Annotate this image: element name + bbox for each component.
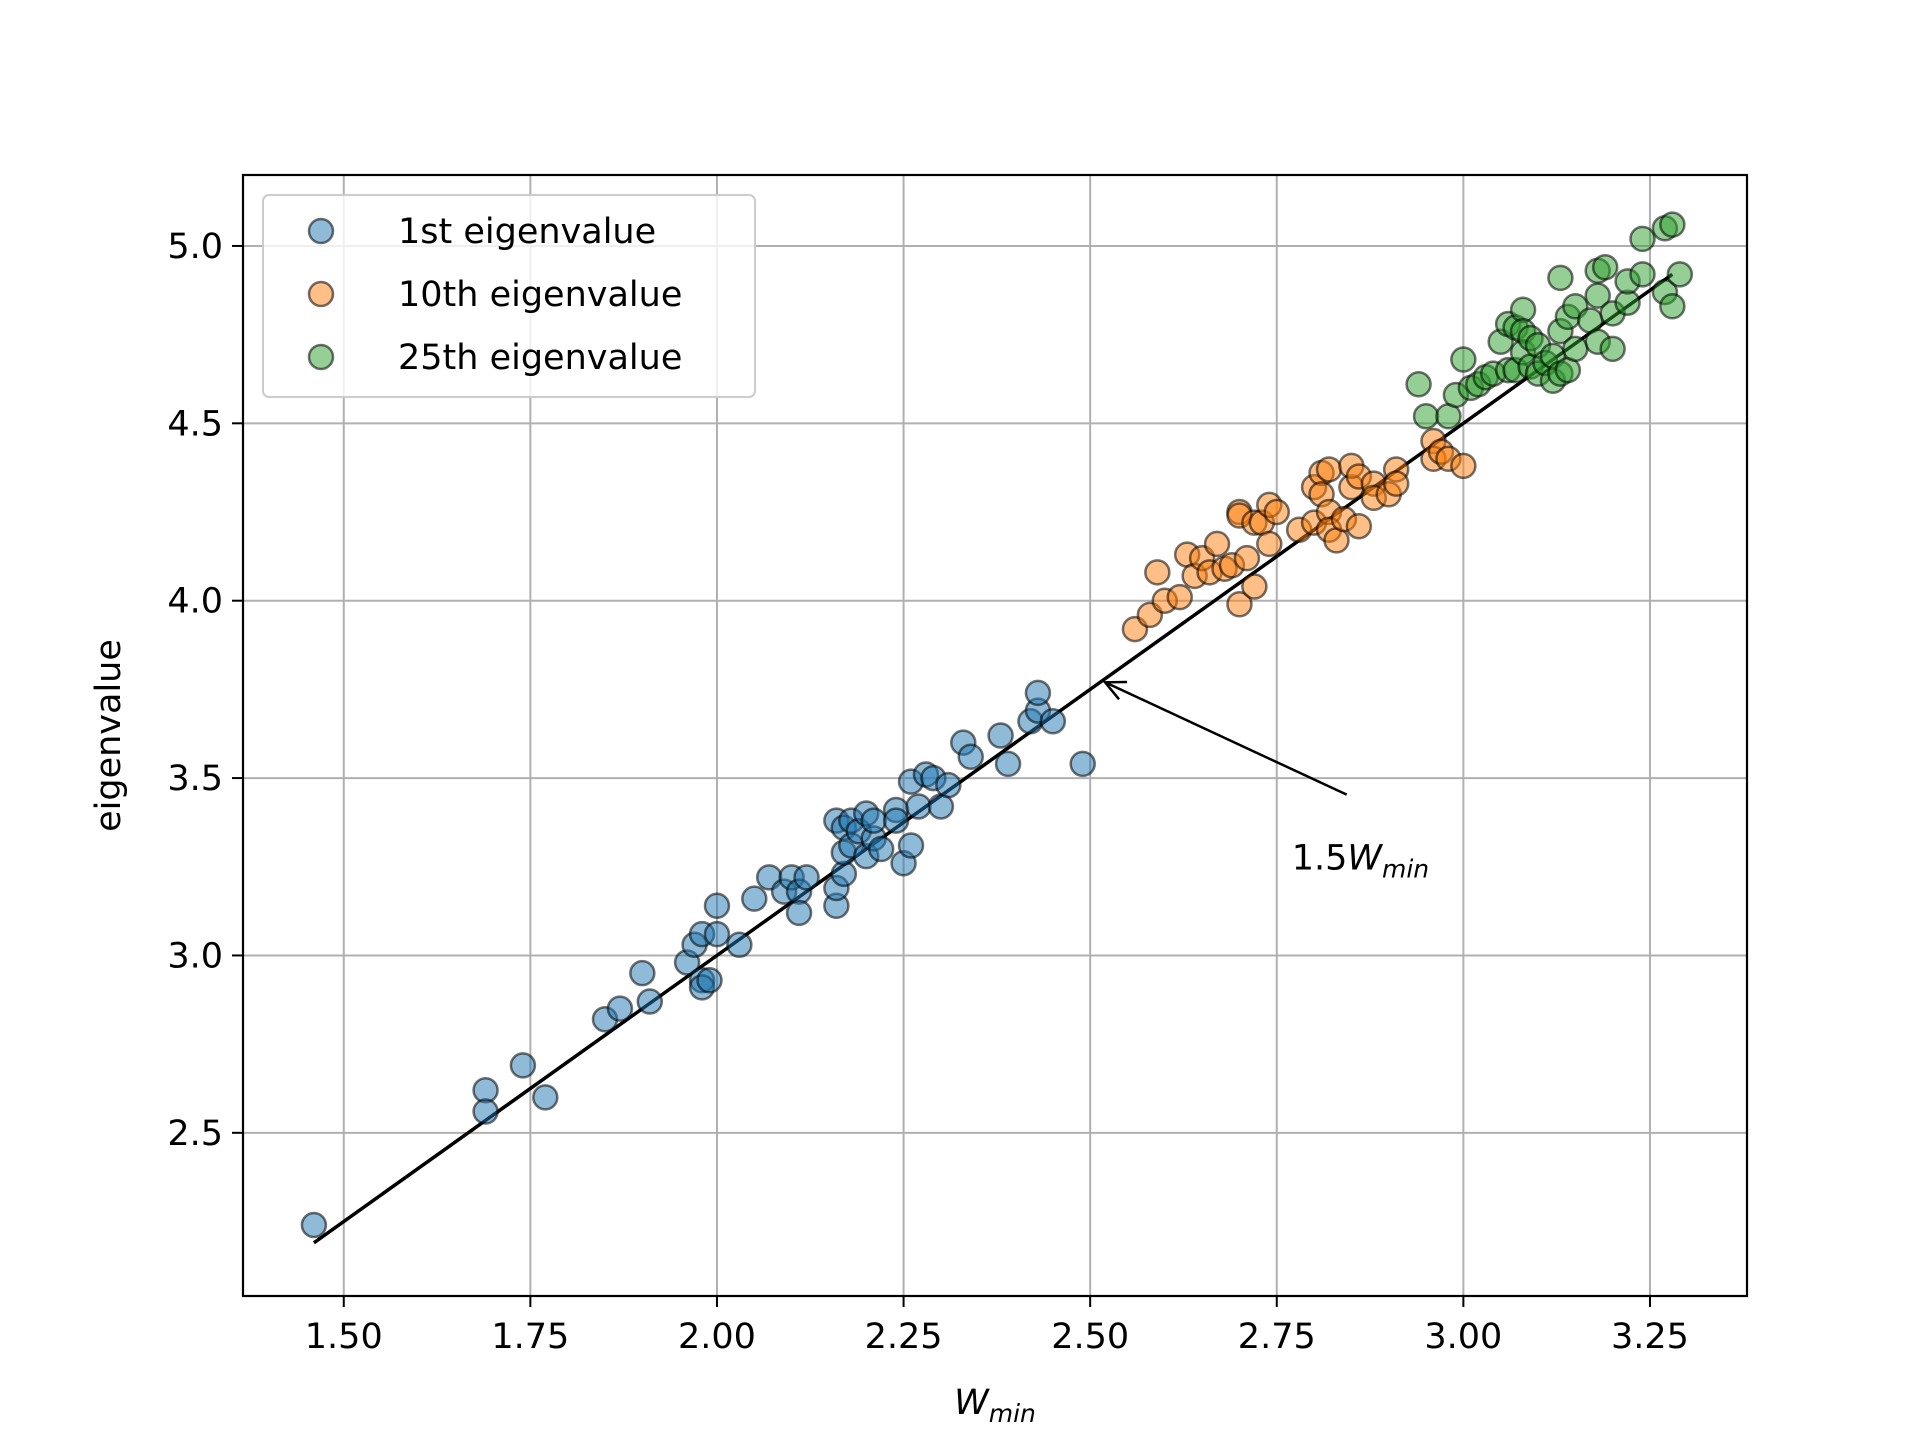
x-tick-label: 2.00 — [678, 1317, 756, 1357]
data-point-series-2 — [1226, 590, 1253, 618]
data-point-series-1 — [703, 892, 731, 920]
grid — [243, 175, 1747, 1296]
data-point-series-2 — [1315, 456, 1343, 483]
data-point-series-2 — [1382, 470, 1410, 497]
data-point-series-3 — [1562, 335, 1589, 363]
y-tick-label: 4.5 — [167, 404, 223, 444]
annotation-arrow-head — [1102, 680, 1128, 701]
data-point-series-1 — [793, 864, 820, 891]
data-point-series-1 — [300, 1211, 328, 1239]
legend-label: 10th eigenvalue — [398, 275, 682, 315]
y-tick-label: 3.5 — [167, 759, 223, 799]
data-point-series-2 — [1203, 530, 1231, 558]
plot-frame — [241, 173, 1749, 1298]
data-point-series-3 — [1405, 371, 1432, 398]
legend-marker — [307, 217, 335, 245]
data-point-series-1 — [1024, 679, 1052, 707]
data-point-series-2 — [1450, 452, 1477, 480]
x-tick-label: 2.50 — [1051, 1317, 1129, 1357]
y-tick-label: 2.5 — [167, 1114, 223, 1154]
x-tick-label: 1.75 — [491, 1317, 569, 1357]
data-point-series-2 — [1166, 583, 1193, 611]
x-tick-label: 2.75 — [1238, 1317, 1316, 1357]
data-point-series-3 — [1666, 261, 1694, 288]
data-point-series-1 — [472, 1098, 499, 1125]
data-point-series-3 — [1629, 261, 1656, 288]
x-axis-label: Wmin — [954, 1383, 1036, 1428]
y-axis-label: eigenvalue — [89, 639, 129, 832]
y-tick-label: 3.0 — [167, 936, 223, 976]
data-point-series-1 — [636, 988, 664, 1015]
data-point-series-3 — [1591, 253, 1619, 281]
annotation-label: 1.5Wmin — [1292, 839, 1429, 884]
data-point-series-1 — [897, 832, 925, 859]
data-point-series-2 — [1144, 559, 1171, 586]
data-point-series-3 — [1659, 211, 1686, 238]
x-tick-label: 1.50 — [305, 1317, 383, 1357]
data-point-series-1 — [994, 750, 1022, 778]
data-point-series-3 — [1412, 402, 1440, 430]
data-point-series-2 — [1263, 498, 1291, 526]
data-point-series-1 — [606, 995, 634, 1022]
y-tick-label: 4.0 — [167, 582, 223, 622]
data-point-series-2 — [1256, 530, 1283, 558]
data-point-series-1 — [696, 967, 723, 994]
legend-marker — [307, 343, 335, 371]
legend: 1st eigenvalue 10th eigenvalue 25th eigenv… — [262, 194, 756, 398]
x-tick-label: 3.25 — [1611, 1317, 1689, 1357]
data-point-series-3 — [1450, 346, 1477, 373]
data-point-series-1 — [905, 793, 932, 820]
data-point-series-1 — [726, 931, 753, 959]
data-point-series-1 — [882, 807, 910, 834]
x-tick-label: 3.00 — [1424, 1317, 1502, 1357]
data-point-series-1 — [935, 771, 962, 799]
data-point-series-1 — [703, 920, 731, 948]
data-point-series-1 — [629, 959, 656, 987]
data-point-series-1 — [1069, 750, 1096, 778]
data-point-series-2 — [1241, 573, 1268, 600]
data-point-series-3 — [1599, 335, 1626, 363]
annotation: 1.5Wmin — [1102, 680, 1429, 884]
data-point-series-1 — [860, 807, 887, 834]
legend-label: 25th eigenvalue — [398, 338, 682, 378]
data-point-series-1 — [741, 885, 768, 912]
y-tick-label: 5.0 — [167, 227, 223, 267]
legend-label: 1st eigenvalue — [398, 212, 656, 252]
fit-line-group — [312, 272, 1674, 1245]
data-point-series-1 — [1039, 708, 1067, 735]
legend-box — [262, 194, 756, 398]
data-point-series-1 — [532, 1084, 559, 1111]
data-point-series-1 — [867, 835, 895, 863]
fit-line — [312, 272, 1674, 1245]
legend-marker — [307, 280, 335, 308]
data-point-series-1 — [509, 1052, 537, 1079]
x-tick-label: 2.25 — [865, 1317, 943, 1357]
axis-ticks: 1.50 1.75 2.00 2.25 2.50 2.75 3.00 3.25 2.5 3.0 3.… — [167, 227, 1689, 1357]
data-point-series-1 — [987, 722, 1014, 749]
data-point-series-3 — [1547, 264, 1574, 292]
data-point-series-1 — [957, 743, 984, 771]
data-point-series-3 — [1629, 225, 1656, 253]
data-points — [300, 211, 1694, 1239]
annotation-arrow-shaft — [1104, 681, 1348, 796]
data-point-series-2 — [1345, 512, 1373, 540]
data-point-series-1 — [785, 899, 813, 927]
data-point-series-3 — [1659, 293, 1686, 320]
data-point-series-2 — [1233, 544, 1261, 572]
